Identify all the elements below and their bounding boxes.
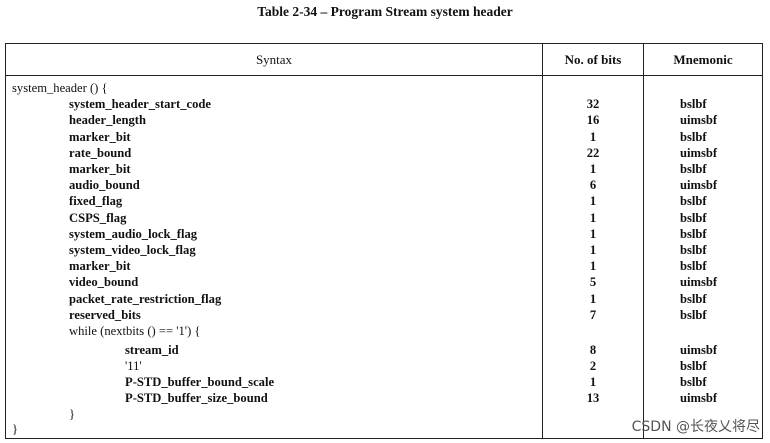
table-row: system_video_lock_flag 1 bslbf <box>6 242 762 258</box>
mnemonic-cell: uimsbf <box>680 391 718 406</box>
table-row: system_audio_lock_flag 1 bslbf <box>6 226 762 242</box>
bits-cell: 32 <box>586 97 600 112</box>
mnemonic-cell: bslbf <box>680 307 707 322</box>
syntax-cell: fixed_flag <box>69 194 123 209</box>
bits-cell: 16 <box>586 113 600 128</box>
mnemonic-cell: bslbf <box>680 226 707 241</box>
bits-cell: 1 <box>589 162 597 176</box>
mnemonic-cell: bslbf <box>680 358 707 373</box>
syntax-cell: packet_rate_restriction_flag <box>69 291 222 306</box>
syntax-cell: rate_bound <box>69 145 132 160</box>
syntax-cell: system_header () { <box>12 81 108 95</box>
table-title: Table 2-34 – Program Stream system heade… <box>257 4 513 19</box>
table-row: } <box>6 421 762 437</box>
table-row: header_length 16 uimsbf <box>6 112 762 128</box>
bits-cell: 1 <box>589 226 597 241</box>
table-row: marker_bit 1 bslbf <box>6 129 762 145</box>
mnemonic-cell: uimsbf <box>680 275 718 290</box>
syntax-cell: CSPS_flag <box>69 210 127 225</box>
syntax-cell: system_header_start_code <box>69 97 211 112</box>
bits-cell: 13 <box>586 391 600 406</box>
column-divider <box>542 44 543 438</box>
column-divider <box>643 44 644 438</box>
syntax-cell: P-STD_buffer_bound_scale <box>125 374 275 389</box>
table-row: '11' 2 bslbf <box>6 358 762 374</box>
bits-cell: 1 <box>589 259 597 274</box>
syntax-cell: marker_bit <box>69 162 131 176</box>
syntax-cell: system_audio_lock_flag <box>69 226 198 241</box>
table-row: system_header () { <box>6 80 762 96</box>
mnemonic-cell: uimsbf <box>680 178 718 193</box>
table-row: rate_bound 22 uimsbf <box>6 145 762 161</box>
table-row: P-STD_buffer_bound_scale 1 bslbf <box>6 374 762 390</box>
mnemonic-cell: bslbf <box>680 210 707 225</box>
table-row: system_header_start_code 32 bslbf <box>6 96 762 112</box>
bits-cell: 6 <box>589 178 597 193</box>
bits-cell: 8 <box>589 342 597 357</box>
column-header-syntax: Syntax <box>255 52 293 67</box>
bits-cell: 1 <box>589 374 597 389</box>
bits-cell: 1 <box>589 194 597 209</box>
bits-cell: 1 <box>589 243 597 257</box>
bits-cell: 5 <box>589 275 597 290</box>
table-row: fixed_flag 1 bslbf <box>6 193 762 209</box>
syntax-cell: video_bound <box>69 275 139 290</box>
mnemonic-cell: bslbf <box>680 291 707 306</box>
syntax-table: Syntax No. of bits Mnemonic system_heade… <box>5 43 763 439</box>
table-row: marker_bit 1 bslbf <box>6 161 762 177</box>
syntax-cell: marker_bit <box>69 129 131 144</box>
table-row: packet_rate_restriction_flag 1 bslbf <box>6 291 762 307</box>
mnemonic-cell: bslbf <box>680 259 707 274</box>
bits-cell: 1 <box>589 129 597 144</box>
syntax-cell: marker_bit <box>69 259 131 274</box>
table-row: while (nextbits () == '1') { <box>6 323 762 339</box>
syntax-cell: '11' <box>125 358 142 373</box>
column-header-mnemonic: Mnemonic <box>673 52 733 67</box>
mnemonic-cell: bslbf <box>680 194 707 209</box>
bits-cell: 22 <box>586 145 600 160</box>
syntax-cell: } <box>12 421 19 436</box>
syntax-cell: } <box>69 407 76 422</box>
mnemonic-cell: bslbf <box>680 374 707 389</box>
mnemonic-cell: uimsbf <box>680 113 718 128</box>
mnemonic-cell: uimsbf <box>680 145 718 160</box>
bits-cell: 7 <box>589 307 597 322</box>
syntax-cell: while (nextbits () == '1') { <box>69 324 201 338</box>
table-row: stream_id 8 uimsbf <box>6 342 762 358</box>
mnemonic-cell: bslbf <box>680 129 707 144</box>
mnemonic-cell: uimsbf <box>680 342 718 357</box>
table-row: marker_bit 1 bslbf <box>6 258 762 274</box>
header-divider <box>6 75 762 76</box>
syntax-cell: system_video_lock_flag <box>69 243 196 257</box>
bits-cell: 1 <box>589 210 597 225</box>
watermark-text: CSDN @长夜乂将尽 <box>631 419 760 435</box>
bits-cell: 2 <box>589 358 597 373</box>
bits-cell: 1 <box>589 291 597 306</box>
syntax-cell: stream_id <box>125 342 179 357</box>
table-row: CSPS_flag 1 bslbf <box>6 210 762 226</box>
mnemonic-cell: bslbf <box>680 243 707 257</box>
table-row: reserved_bits 7 bslbf <box>6 307 762 323</box>
mnemonic-cell: bslbf <box>680 162 707 176</box>
table-row: video_bound 5 uimsbf <box>6 274 762 290</box>
syntax-cell: reserved_bits <box>69 307 141 322</box>
table-row: } <box>6 406 762 422</box>
table-row: audio_bound 6 uimsbf <box>6 177 762 193</box>
syntax-cell: P-STD_buffer_size_bound <box>125 391 268 406</box>
table-row: P-STD_buffer_size_bound 13 uimsbf <box>6 390 762 406</box>
syntax-cell: audio_bound <box>69 178 140 193</box>
column-header-bits: No. of bits <box>564 52 622 67</box>
mnemonic-cell: bslbf <box>680 97 707 112</box>
syntax-cell: header_length <box>69 113 146 128</box>
